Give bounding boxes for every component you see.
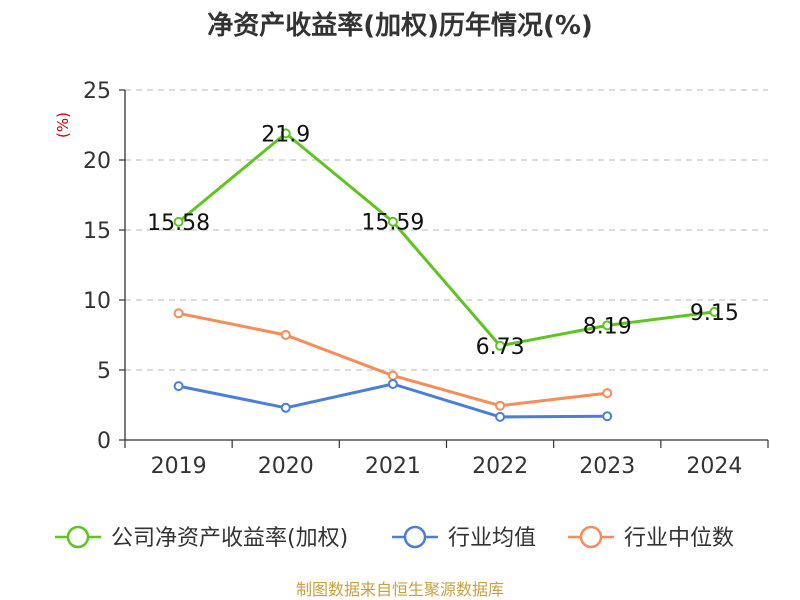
data-point: [173, 381, 184, 392]
data-label: 6.73: [476, 335, 525, 360]
data-point: [495, 400, 506, 411]
data-point: [602, 411, 613, 422]
legend-item: 行业中位数: [568, 525, 734, 551]
data-label: 8.19: [583, 314, 632, 339]
data-label: 21.9: [261, 122, 310, 147]
x-tick-label: 2020: [258, 454, 314, 479]
legend-item: 公司净资产收益率(加权): [55, 525, 348, 551]
y-tick-label: 0: [97, 429, 111, 454]
grid-lines: [125, 89, 768, 371]
data-point: [280, 402, 291, 413]
x-tick-label: 2022: [472, 454, 528, 479]
legend-label: 行业均值: [448, 526, 536, 551]
data-point: [495, 340, 506, 351]
y-tick-label: 25: [83, 79, 111, 104]
legend: 公司净资产收益率(加权) 行业均值 行业中位数: [55, 525, 734, 551]
x-tick-label: 2024: [686, 454, 742, 479]
series-line: [177, 131, 715, 348]
data-point: [387, 370, 398, 381]
series-line: [178, 311, 608, 408]
data-point: [387, 379, 398, 389]
legend-marker: [403, 525, 427, 549]
data-point: [173, 216, 184, 227]
data-point: [173, 308, 184, 319]
legend-marker: [579, 525, 603, 549]
axes: 0 5 10 15 20 25 2019 2020 2021 2022 2023 2024: [83, 79, 769, 479]
data-point: [602, 388, 613, 399]
legend-item: 行业均值: [392, 525, 536, 551]
legend-label: 公司净资产收益率(加权): [111, 526, 348, 551]
data-label: 15.58: [147, 211, 210, 236]
y-tick-label: 15: [83, 219, 111, 244]
y-tick-label: 10: [83, 289, 111, 314]
data-point: [495, 411, 506, 422]
series-group: [173, 128, 720, 422]
y-tick-label: 20: [83, 149, 111, 174]
data-label: 15.59: [361, 211, 424, 236]
x-tick-label: 2021: [365, 454, 421, 479]
data-point: [280, 330, 291, 340]
data-labels: 15.58 21.9 15.59 6.73 8.19 9.15: [147, 122, 739, 359]
x-tick-label: 2019: [151, 454, 207, 479]
legend-label: 行业中位数: [624, 526, 734, 551]
x-tick-label: 2023: [579, 454, 635, 479]
data-point: [602, 320, 613, 331]
y-axis-label: (%): [54, 112, 72, 138]
data-point: [709, 306, 720, 317]
legend-marker: [66, 525, 90, 549]
chart-title: 净资产收益率(加权)历年情况(%): [207, 10, 593, 41]
data-point: [387, 216, 398, 227]
data-label: 9.15: [690, 301, 739, 326]
source-note: 制图数据来自恒生聚源数据库: [296, 580, 504, 599]
y-tick-label: 5: [97, 359, 111, 384]
data-point: [280, 128, 291, 139]
